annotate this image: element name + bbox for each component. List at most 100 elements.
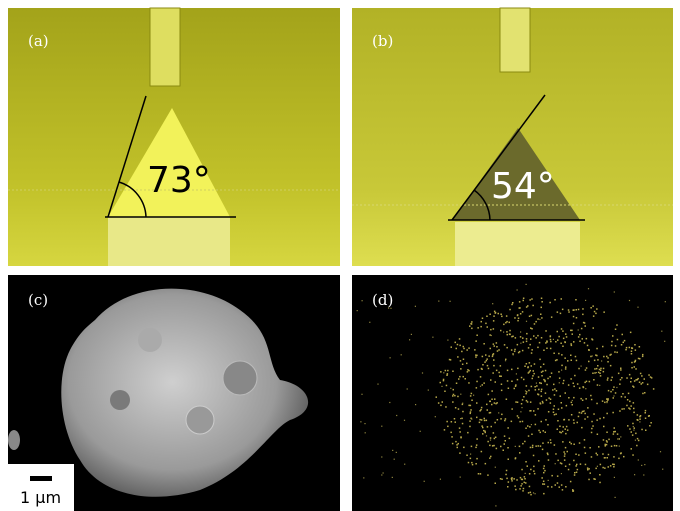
speckle [616,445,618,447]
speckle [607,377,609,379]
speckle [624,340,626,342]
speckle [481,451,483,453]
speckle [520,485,522,487]
speckle [401,354,402,355]
speckle [529,344,531,346]
speckle [543,350,545,352]
speckle [626,377,628,379]
speckle [469,325,471,327]
speckle [595,313,597,315]
speckle [565,392,567,394]
speckle [504,344,506,346]
speckle [459,376,461,378]
speckle [488,355,490,357]
speckle [617,339,619,341]
speckle [626,347,628,349]
speckle [486,358,488,360]
speckle [483,430,485,432]
speckle [640,373,642,375]
speckle [521,469,523,471]
speckle [468,462,470,464]
speckle [573,419,575,421]
speckle [587,407,589,409]
speckle [486,360,488,362]
speckle [613,386,615,388]
speckle [460,368,462,370]
speckle [581,366,582,367]
speckle [571,345,573,347]
speckle [541,337,543,339]
speckle [616,352,618,354]
speckle [493,365,495,367]
speckle [526,400,528,402]
speckle [576,317,578,319]
speckle [557,460,559,462]
speckle [445,406,447,408]
speckle [462,364,464,366]
speckle [578,336,580,338]
speckle [456,383,458,385]
speckle [471,321,473,323]
speckle [610,391,612,393]
speckle [485,432,487,434]
speckle [601,360,602,361]
speckle [557,331,559,333]
speckle [582,308,584,310]
speckle [644,392,646,394]
speckle [575,356,577,358]
speckle [602,400,604,402]
speckle [600,368,602,370]
speckle [571,330,573,332]
speckle [498,313,500,315]
speckle [491,426,493,428]
speckle [569,442,571,444]
speckle [637,307,638,308]
speckle [541,421,543,423]
speckle [545,432,547,434]
speckle [526,333,528,335]
speckle [504,443,506,445]
speckle [542,371,544,373]
speckle [588,468,590,470]
speckle [500,478,502,480]
speckle [377,384,378,385]
speckle [484,361,486,363]
speckle [540,432,542,434]
speckle [527,367,529,369]
speckle [529,486,531,488]
speckle [588,361,590,363]
speckle [470,454,471,455]
speckle [550,402,552,404]
speckle [487,326,489,328]
speckle [447,373,449,375]
speckle [596,403,598,405]
speckle [548,480,549,481]
speckle [524,482,526,484]
speckle [523,341,525,343]
speckle [547,378,549,380]
speckle [539,319,540,320]
speckle [420,431,421,432]
speckle [360,421,361,422]
speckle [522,350,524,352]
speckle [635,361,637,363]
speckle [563,451,565,453]
speckle [612,412,614,414]
speckle [501,479,503,481]
speckle [446,375,448,377]
speckle [620,369,622,371]
speckle [577,422,579,424]
speckle [649,425,651,427]
speckle [596,372,597,373]
speckle [548,397,550,399]
speckle [611,379,613,381]
speckle [438,402,440,404]
speckle [541,383,543,385]
speckle [396,452,397,453]
speckle [459,338,461,340]
speckle [381,426,382,427]
speckle [632,434,634,436]
speckle [511,304,513,306]
speckle [578,368,580,370]
speckle [597,466,598,467]
